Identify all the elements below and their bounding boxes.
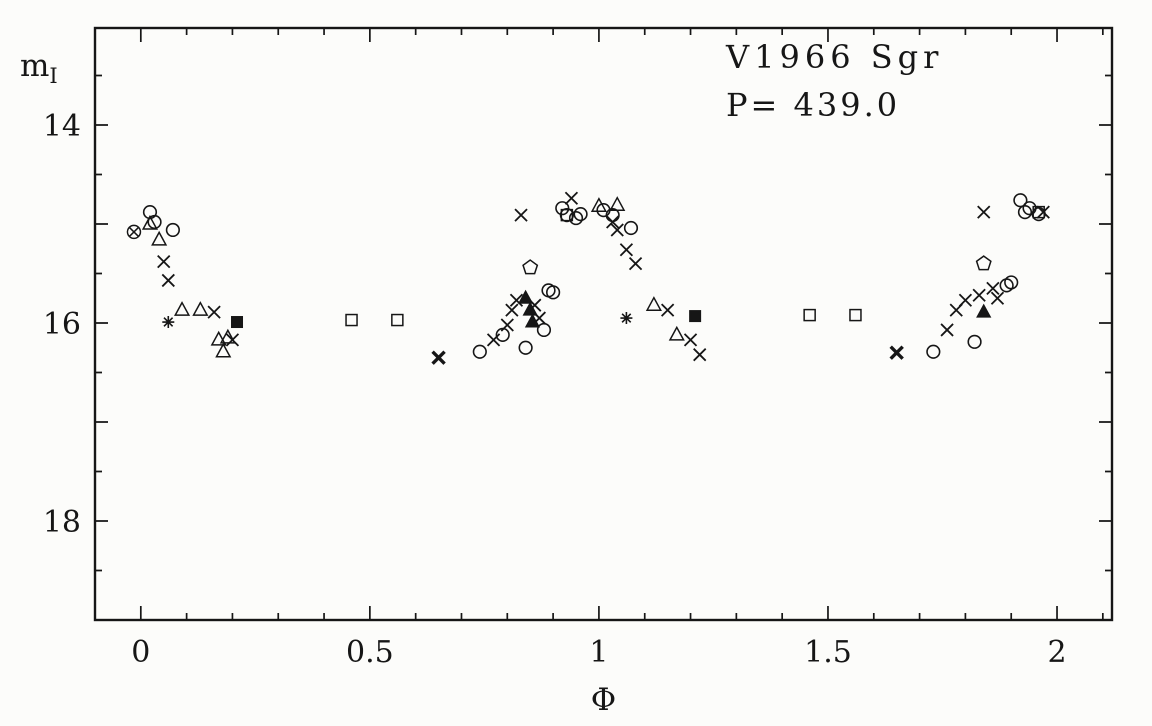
x-axis-label: Φ — [590, 682, 617, 718]
svg-text:16: 16 — [43, 307, 81, 342]
svg-text:1: 1 — [589, 635, 608, 670]
svg-text:0.5: 0.5 — [346, 635, 394, 670]
svg-text:1.5: 1.5 — [804, 635, 852, 670]
svg-text:2: 2 — [1047, 635, 1066, 670]
chart-subtitle: P= 439.0 — [726, 86, 901, 124]
svg-text:0: 0 — [131, 635, 150, 670]
y-axis-label: mI — [20, 48, 58, 88]
y-axis-label-main: m — [20, 48, 50, 84]
y-axis-label-subscript: I — [49, 64, 58, 89]
svg-text:18: 18 — [43, 505, 81, 540]
svg-text:14: 14 — [43, 109, 81, 144]
chart-title: V1966 Sgr — [726, 38, 944, 76]
